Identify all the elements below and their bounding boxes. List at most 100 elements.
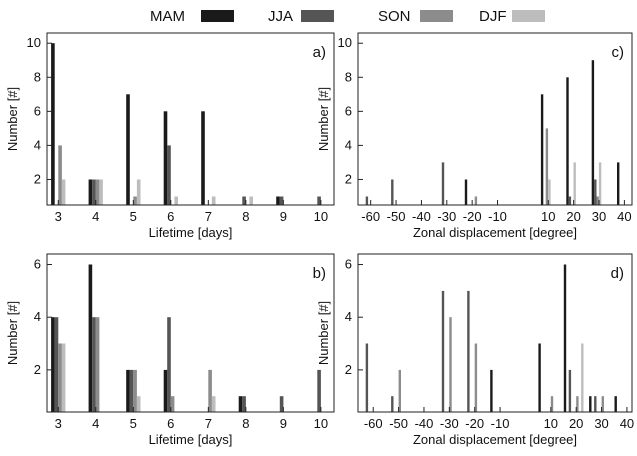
y-tick-label: 4 [345, 137, 352, 152]
x-tick-label: 9 [280, 209, 287, 224]
bar-mam-29 [591, 60, 595, 206]
panel-a: 2 4 6 8 10 3 4 5 6 7 8 9 10 Lifetime [days] Number [#]… [5, 32, 335, 240]
bar-djf-5 [136, 396, 141, 412]
bar-jja-9 [279, 396, 284, 412]
bar-djf-19 [573, 162, 576, 205]
y-tick-label: 2 [345, 171, 352, 186]
bar-son-29 [596, 196, 599, 205]
x-tick-label: -20 [463, 209, 482, 224]
bar-mam-17 [563, 264, 567, 412]
y-tick-label: 8 [345, 69, 352, 84]
bar-mam-27 [589, 396, 592, 412]
panel-d: 2 4 6 -60 -50 -40 -30 -20 -10 10 20 30 40 Zonal displ… [316, 253, 634, 447]
bar-mam-3 [51, 317, 55, 412]
y-axis-label: Number [#] [5, 301, 20, 365]
panel-label: d) [611, 265, 624, 282]
bar-djf-4 [99, 179, 103, 205]
x-tick-label: -30 [437, 209, 456, 224]
bar-jja-6 [167, 145, 171, 205]
bar-son-5 [133, 369, 137, 412]
plot-frame [46, 253, 335, 413]
x-tick-label: -40 [412, 209, 431, 224]
legend: MAM JJA SON DJF [150, 8, 545, 25]
plot-frame [46, 32, 335, 206]
x-tick-label: -30 [440, 416, 459, 431]
legend-label-djf: DJF [479, 8, 507, 25]
x-tick-label: -50 [389, 416, 408, 431]
bar-djf-9 [548, 179, 551, 205]
x-tick-label: 20 [569, 416, 583, 431]
bar-jja-3 [54, 317, 59, 412]
y-axis-label: Number [#] [316, 87, 331, 151]
x-axis-label: Lifetime [days] [149, 225, 233, 240]
bar-mam-7 [201, 111, 205, 205]
legend-swatch-djf [512, 10, 545, 22]
y-tick-label: 6 [345, 257, 352, 272]
bar-son-5 [133, 196, 137, 205]
y-tick-label: 10 [338, 35, 352, 50]
bar-jja-29 [594, 179, 597, 205]
bar-jja--22 [467, 290, 470, 412]
y-tick-label: 2 [345, 362, 352, 377]
bar-jja--31 [441, 162, 445, 205]
legend-label-son: SON [378, 8, 411, 25]
plot-frame [357, 32, 633, 206]
x-tick-label: 40 [620, 416, 634, 431]
x-tick-label: 8 [242, 416, 249, 431]
y-tick-label: 8 [34, 69, 41, 84]
x-tick-label: -60 [361, 209, 380, 224]
x-tick-label: 10 [544, 416, 558, 431]
bar-son-9 [545, 128, 549, 205]
y-tick-label: 6 [34, 103, 41, 118]
legend-label-jja: JJA [268, 8, 293, 25]
panel-label: a) [313, 44, 326, 61]
bar-jja-5 [129, 369, 134, 412]
bar-mam-6 [163, 369, 168, 412]
x-tick-label: 20 [566, 209, 580, 224]
bar-djf-5 [136, 179, 141, 205]
bar-djf-8 [249, 196, 253, 205]
y-tick-label: 4 [34, 309, 41, 324]
x-tick-label: -10 [491, 416, 510, 431]
bar-jja--51 [391, 179, 394, 205]
x-tick-label: -50 [387, 209, 406, 224]
bar-jja--62 [365, 343, 369, 412]
bar-mam--12 [490, 369, 493, 412]
bar-son--50 [398, 369, 401, 412]
bar-son--30 [449, 317, 452, 412]
y-axis-label: Number [#] [5, 87, 20, 151]
x-tick-label: -40 [415, 416, 434, 431]
bar-mam-19 [566, 77, 569, 205]
x-tick-label: 5 [130, 416, 137, 431]
bar-son-10 [550, 396, 554, 412]
bar-son-3 [58, 343, 62, 412]
bar-djf-7 [211, 196, 216, 205]
x-tick-label: 6 [167, 209, 174, 224]
x-tick-label: 30 [594, 416, 608, 431]
legend-swatch-mam [201, 10, 234, 22]
y-axis-label: Number [#] [316, 301, 331, 365]
bar-mam--21 [464, 179, 468, 205]
bar-jja-9 [279, 196, 284, 205]
bar-jja-19 [568, 196, 572, 205]
x-axis-label: Lifetime [days] [149, 432, 233, 447]
x-tick-label: -10 [488, 209, 507, 224]
bar-mam-8 [238, 396, 243, 412]
y-tick-label: 10 [27, 35, 41, 50]
bar-jja-4 [92, 179, 96, 205]
bar-mam-6 [163, 111, 168, 205]
bar-mam-5 [126, 94, 130, 205]
x-tick-label: 3 [55, 209, 62, 224]
x-axis-label: Zonal displacement [degree] [413, 432, 577, 447]
plot-frame [357, 253, 633, 413]
panel-b: 2 4 6 3 4 5 6 7 8 9 10 Lifetime [days] Number [#] b) [5, 253, 335, 447]
bar-jja--61 [365, 196, 369, 205]
x-tick-label: 8 [242, 209, 249, 224]
legend-swatch-son [420, 10, 453, 22]
y-tick-label: 2 [34, 171, 41, 186]
bar-jja-10 [317, 196, 321, 205]
bar-jja-8 [242, 196, 246, 205]
bar-son-30 [601, 396, 604, 412]
x-tick-label: 6 [167, 416, 174, 431]
